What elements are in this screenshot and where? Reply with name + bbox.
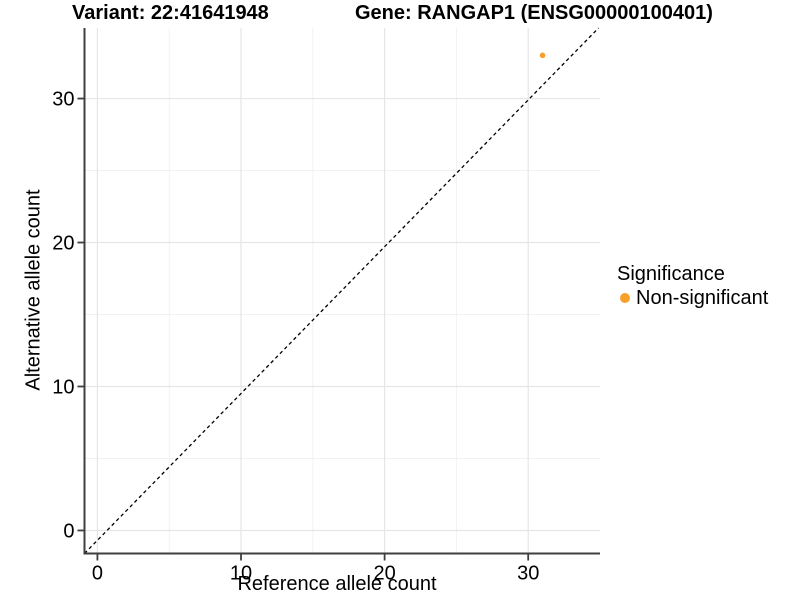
legend-title: Significance [617, 263, 725, 285]
y-tick-label: 0 [63, 520, 74, 542]
y-tick-label: 20 [52, 233, 74, 255]
x-tick-label: 30 [517, 563, 539, 585]
data-point [539, 52, 546, 59]
legend-item-label: Non-significant [636, 286, 769, 309]
legend-point-icon [620, 293, 630, 303]
legend-item: Non-significant [615, 286, 769, 309]
x-tick-label: 10 [230, 563, 252, 585]
y-tick-label: 10 [52, 376, 74, 398]
variant-title: Variant: 22:41641948 [72, 2, 269, 24]
x-axis-label: Reference allele count [237, 573, 437, 595]
y-tick-label: 30 [52, 89, 74, 111]
x-tick-label: 0 [92, 563, 103, 585]
y-axis-label: Alternative allele count [22, 189, 45, 391]
x-tick-label: 20 [373, 563, 395, 585]
legend: Significance Non-significant [615, 263, 769, 309]
identity-line [84, 27, 600, 554]
gene-title: Gene: RANGAP1 (ENSG00000100401) [355, 2, 713, 24]
